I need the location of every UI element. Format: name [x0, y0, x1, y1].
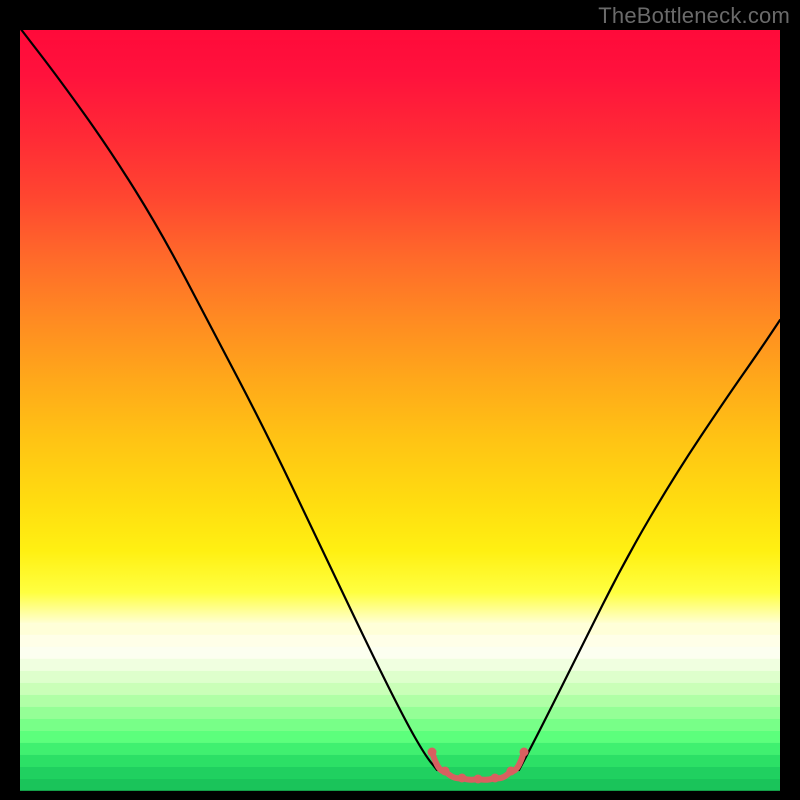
- bottleneck-chart: [0, 0, 800, 800]
- watermark-label: TheBottleneck.com: [598, 3, 790, 29]
- chart-container: TheBottleneck.com: [0, 0, 800, 800]
